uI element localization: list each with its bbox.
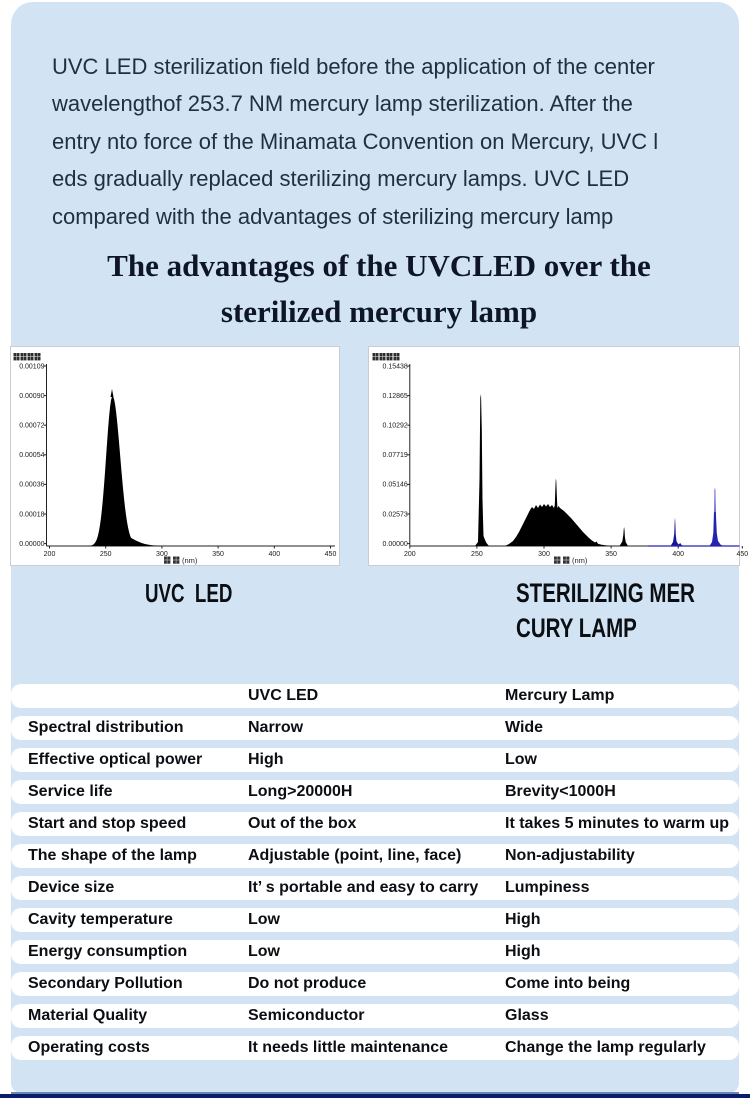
- svg-text:350: 350: [605, 551, 617, 558]
- svg-text:0.00018: 0.00018: [19, 511, 44, 518]
- svg-text:0.02573: 0.02573: [382, 511, 407, 518]
- svg-text:300: 300: [156, 551, 168, 558]
- svg-text:(nm): (nm): [182, 556, 198, 565]
- svg-text:400: 400: [268, 551, 280, 558]
- svg-text:250: 250: [100, 551, 112, 558]
- svg-text:0.00072: 0.00072: [19, 423, 44, 430]
- svg-text:200: 200: [404, 551, 416, 558]
- svg-text:350: 350: [212, 551, 224, 558]
- svg-text:0.12865: 0.12865: [382, 393, 407, 400]
- svg-text:0.00109: 0.00109: [19, 363, 44, 370]
- svg-text:0.05146: 0.05146: [382, 482, 407, 489]
- svg-text:0.00036: 0.00036: [19, 482, 44, 489]
- svg-text:0.00090: 0.00090: [19, 393, 44, 400]
- svg-text:400: 400: [672, 551, 684, 558]
- svg-text:300: 300: [538, 551, 550, 558]
- svg-text:0.00000: 0.00000: [382, 541, 407, 548]
- svg-text:0.15438: 0.15438: [382, 363, 407, 370]
- svg-text:450: 450: [736, 551, 748, 558]
- svg-text:0.07719: 0.07719: [382, 452, 407, 459]
- svg-text:(nm): (nm): [572, 556, 588, 565]
- svg-text:0.00054: 0.00054: [19, 452, 44, 459]
- svg-text:200: 200: [44, 551, 56, 558]
- svg-text:0.00000: 0.00000: [19, 541, 44, 548]
- svg-text:0.10292: 0.10292: [382, 423, 407, 430]
- svg-text:250: 250: [471, 551, 483, 558]
- svg-text:450: 450: [325, 551, 337, 558]
